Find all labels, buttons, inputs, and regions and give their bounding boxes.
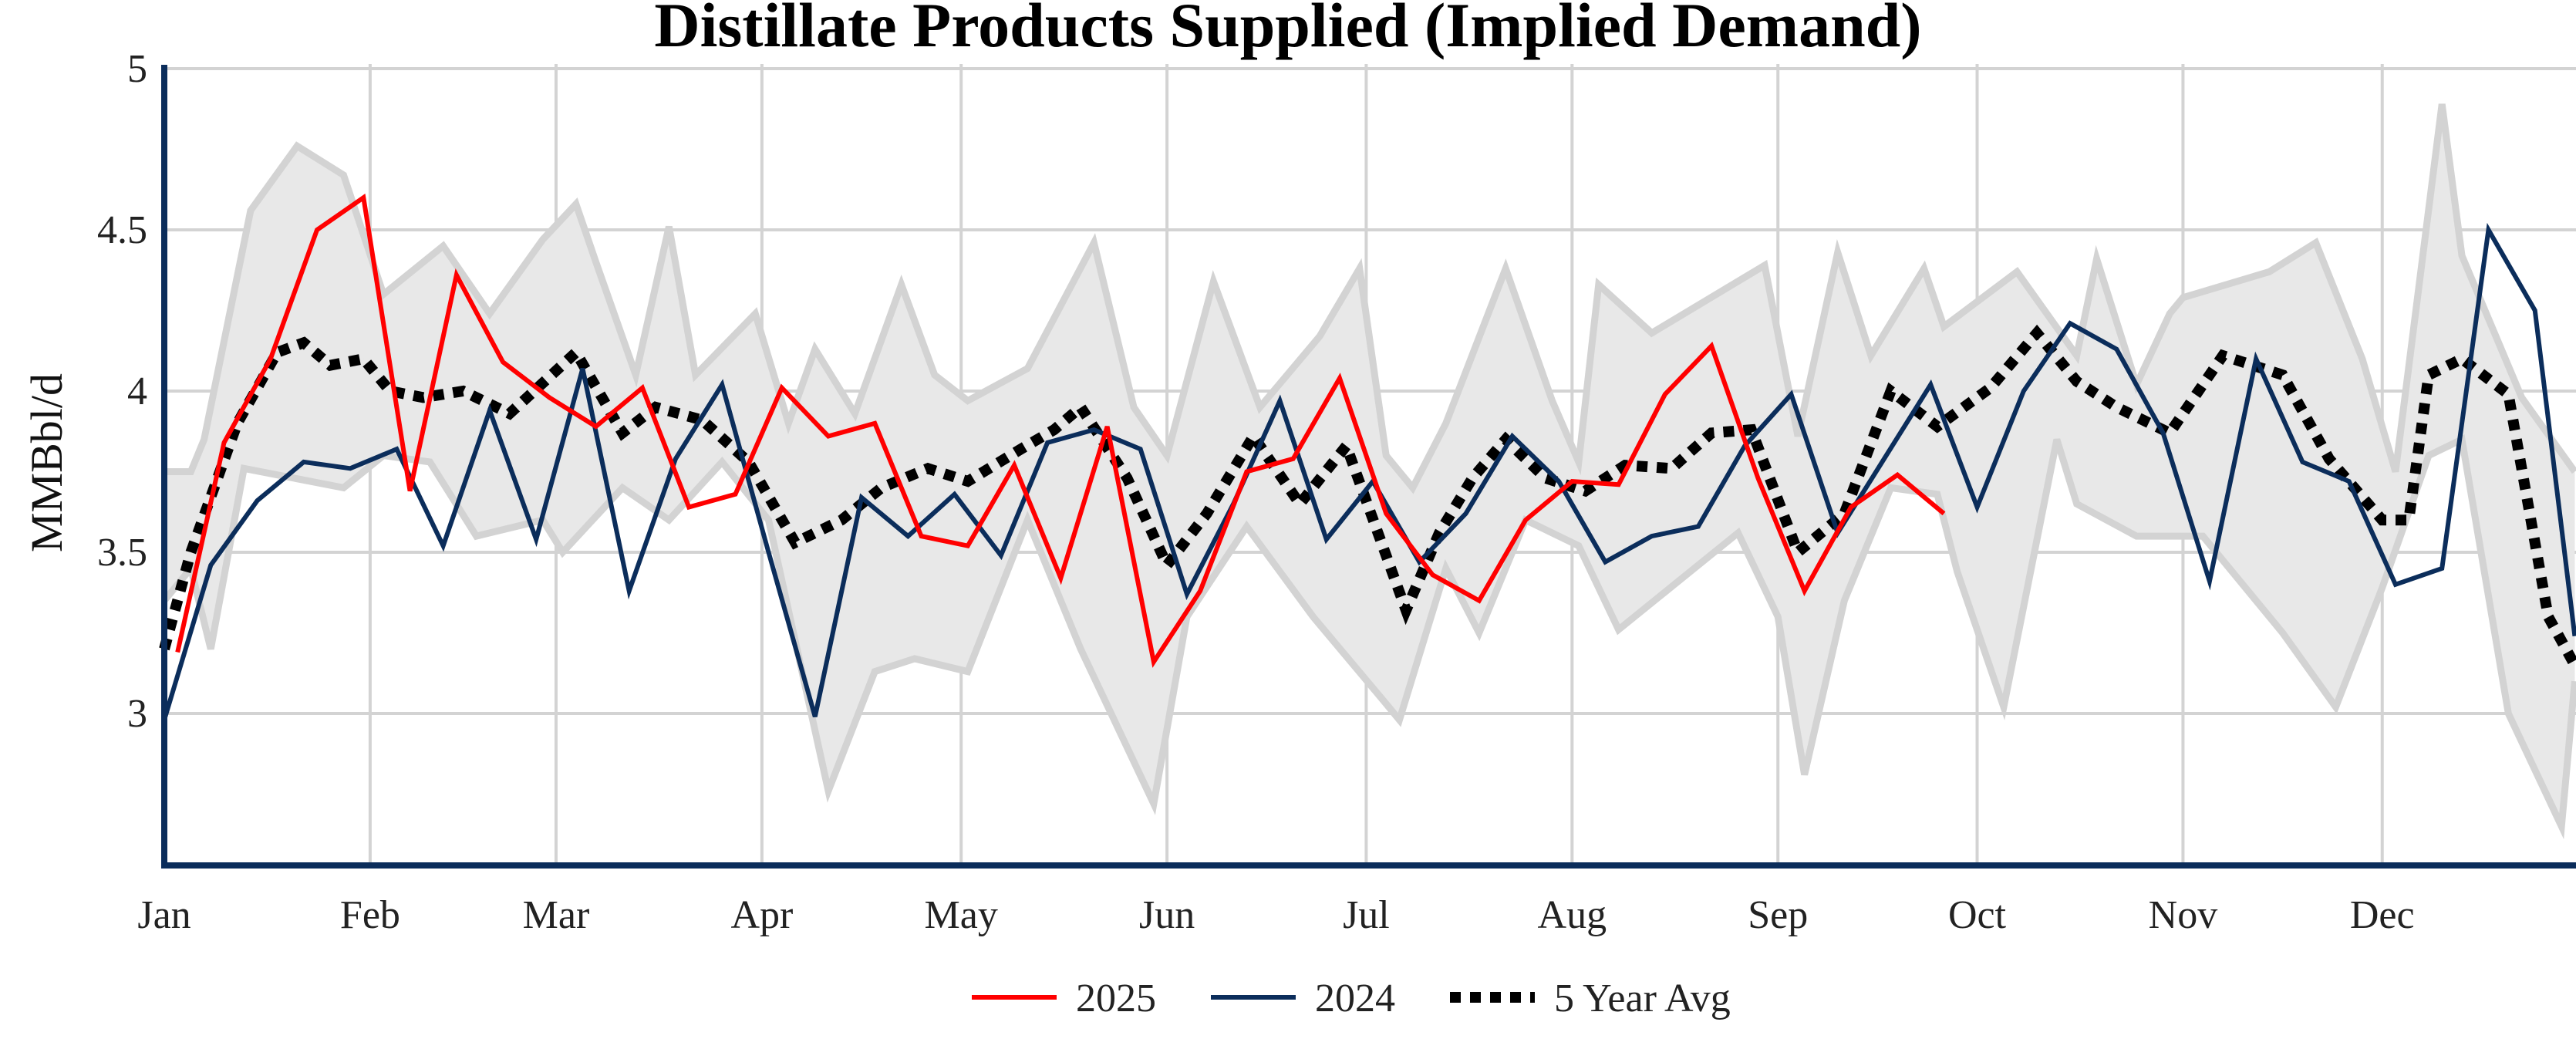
- range-upper-line: [164, 103, 2576, 494]
- legend-item: 2025: [972, 976, 1156, 1020]
- series-2025: [175, 194, 1946, 668]
- tick-labels: 3 3.5 4 4.5 5 Jan Feb Mar Apr May Jun Jul Aug Sep Oct N…: [97, 47, 2415, 937]
- x-tick-label: Nov: [2149, 893, 2218, 937]
- series-lines: [159, 194, 2576, 721]
- x-tick-label: Oct: [1948, 893, 2007, 937]
- chart-title: Distillate Products Supplied (Implied De…: [654, 0, 1922, 60]
- x-tick-label: Jun: [1139, 893, 1195, 937]
- legend-label: 2024: [1315, 976, 1395, 1020]
- axes: [161, 65, 2576, 869]
- y-tick-label: 5: [127, 47, 147, 91]
- y-tick-label: 4: [127, 369, 147, 413]
- x-tick-label: Jan: [137, 893, 191, 937]
- x-tick-label: May: [925, 893, 998, 937]
- y-axis-label: MMBbl/d: [22, 373, 72, 552]
- legend: 2025 2024 5 Year Avg: [972, 976, 1731, 1020]
- y-tick-label: 4.5: [97, 208, 147, 252]
- x-tick-label: Feb: [340, 893, 400, 937]
- y-tick-label: 3: [127, 692, 147, 736]
- y-tick-label: 3.5: [97, 531, 147, 575]
- legend-label: 5 Year Avg: [1554, 976, 1731, 1020]
- x-tick-label: Dec: [2350, 893, 2415, 937]
- legend-label: 2025: [1076, 976, 1156, 1020]
- legend-item: 2024: [1211, 976, 1395, 1020]
- x-tick-label: Mar: [523, 893, 590, 937]
- legend-item: 5 Year Avg: [1450, 976, 1731, 1020]
- x-tick-label: Aug: [1538, 893, 1607, 937]
- x-tick-label: Sep: [1748, 893, 1808, 937]
- range-lower-line: [161, 434, 2576, 840]
- series-5-year-avg-line: [159, 324, 2576, 668]
- x-tick-label: Apr: [730, 893, 793, 937]
- x-tick-label: Jul: [1343, 893, 1390, 937]
